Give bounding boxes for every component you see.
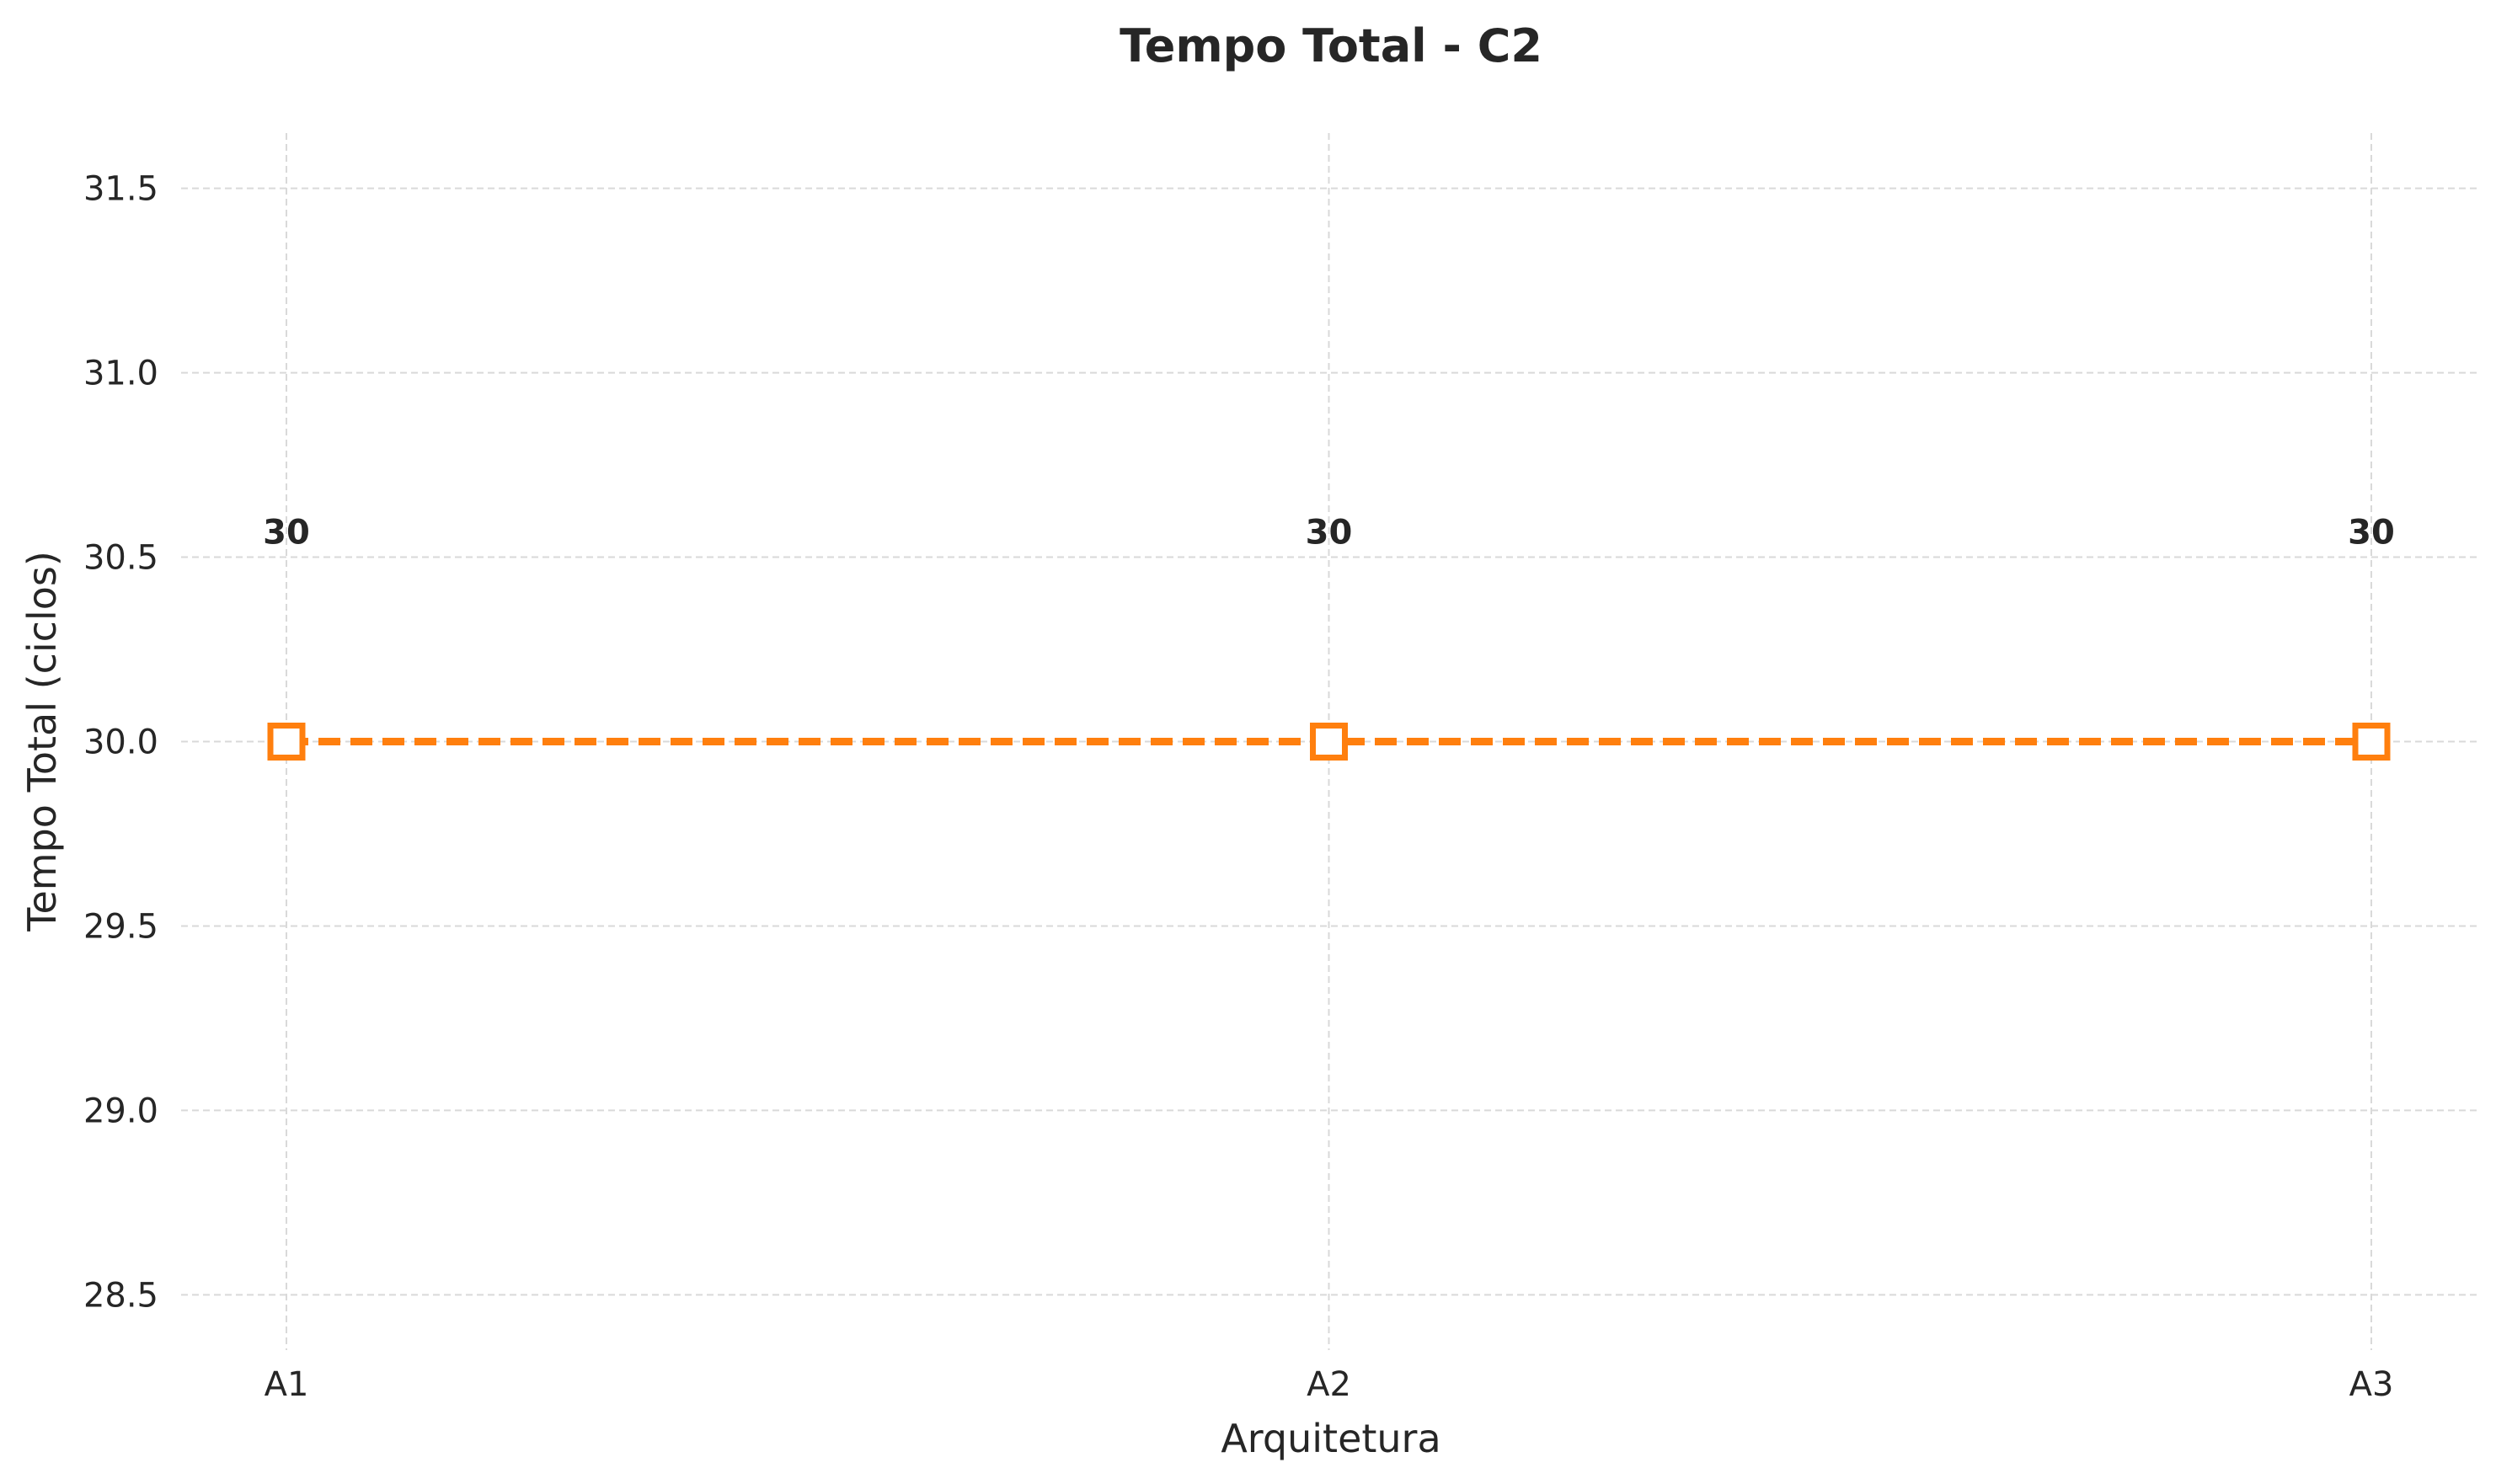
y-tick-label: 30.5 [83, 539, 158, 578]
y-tick-label: 31.0 [83, 355, 158, 393]
data-label: 30 [263, 514, 310, 552]
data-point-marker [267, 723, 306, 761]
y-tick-labels: 28.5 29.0 29.5 30.0 30.5 31.0 31.5 [83, 170, 158, 1316]
data-point-marker [1310, 723, 1348, 761]
data-label: 30 [2348, 514, 2395, 552]
data-label: 30 [1306, 514, 1353, 552]
x-tick-labels: A1 A2 A3 [265, 1365, 2394, 1404]
chart-title: Tempo Total - C2 [1120, 19, 1542, 72]
y-tick-label: 30.0 [83, 723, 158, 762]
x-tick-label: A2 [1307, 1365, 1351, 1404]
y-axis-label: Tempo Total (ciclos) [19, 551, 65, 932]
x-tick-label: A3 [2349, 1365, 2394, 1404]
series-group: 30 30 30 [263, 514, 2395, 761]
data-point-marker [2352, 723, 2391, 761]
y-tick-label: 29.0 [83, 1092, 158, 1130]
y-tick-label: 28.5 [83, 1276, 158, 1315]
y-tick-label: 31.5 [83, 170, 158, 209]
x-axis-label: Arquitetura [1221, 1416, 1440, 1461]
x-tick-label: A1 [265, 1365, 309, 1404]
y-tick-label: 29.5 [83, 907, 158, 946]
